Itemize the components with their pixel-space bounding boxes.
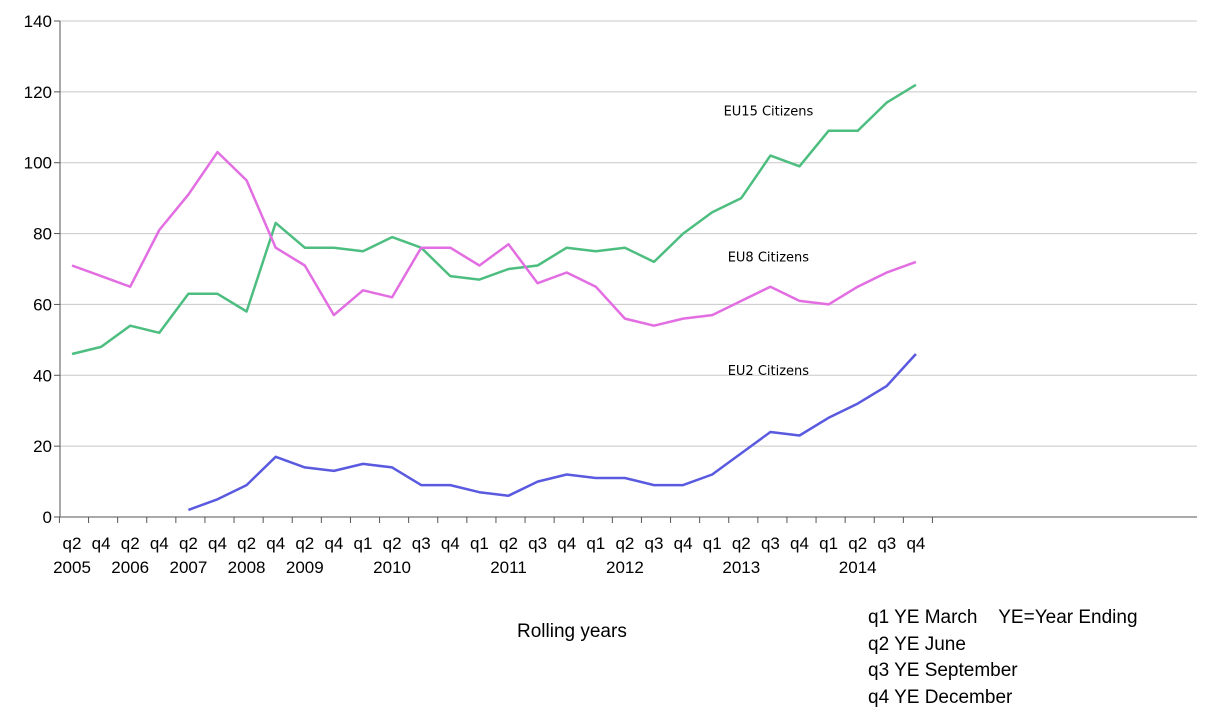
y-tick-label: 120	[24, 83, 52, 102]
legend-note-q3: q3 YE September	[868, 660, 1018, 681]
x-tick-label: q2	[383, 534, 402, 553]
x-tick-label: q4	[906, 534, 925, 553]
x-tick-label: q4	[557, 534, 576, 553]
x-year-label: 2011	[490, 558, 527, 577]
x-tick-label: q2	[295, 534, 314, 553]
x-tick-label: q2	[848, 534, 867, 553]
gridlines	[60, 20, 1197, 447]
series-label-3: EU2 Citizens	[728, 364, 810, 379]
series-label-1: EU15 Citizens	[724, 105, 814, 120]
x-tick-label: q4	[150, 534, 169, 553]
x-tick-label: q4	[266, 534, 285, 553]
series-line-1	[71, 83, 917, 356]
x-tick-label: q4	[324, 534, 343, 553]
x-year-label: 2008	[228, 558, 266, 577]
x-tick-label: q4	[674, 534, 693, 553]
x-tick-label: q2	[179, 534, 198, 553]
x-tick-label: q4	[208, 534, 227, 553]
y-tick-label: 60	[33, 295, 52, 314]
y-tick-label: 100	[24, 154, 52, 173]
x-tick-label: q3	[761, 534, 780, 553]
x-tick-label: q1	[586, 534, 605, 553]
x-year-label: 2009	[286, 558, 324, 577]
series-line-3	[187, 353, 917, 512]
legend-note-q1: q1 YE March YE=Year Ending	[868, 607, 1138, 628]
series-label-2: EU8 Citizens	[728, 251, 810, 266]
x-tick-label: q1	[354, 534, 373, 553]
x-tick-label: q2	[63, 534, 82, 553]
legend-note-q4: q4 YE December	[868, 686, 1013, 708]
y-tick-label: 40	[33, 366, 52, 385]
x-tick-label: q4	[790, 534, 809, 553]
series-labels: EU15 Citizens EU8 Citizens EU2 Citizens	[724, 105, 814, 379]
x-year-label: 2013	[722, 558, 760, 577]
x-tick-label: q2	[615, 534, 634, 553]
y-tick-label: 20	[33, 437, 52, 456]
x-tick-label: q1	[703, 534, 722, 553]
x-year-label: 2010	[373, 558, 411, 577]
x-axis-ticks: q2 q4 q2 q4 q2 q4 q2 q4 q2 q4 q1 q2 q3 q4 q1 q2 q3 q4 q1 q2…	[53, 517, 933, 577]
x-year-label: 2012	[606, 558, 644, 577]
x-axis-title: Rolling years	[517, 621, 627, 642]
x-tick-label: q2	[237, 534, 256, 553]
y-tick-label: 140	[24, 12, 52, 31]
x-year-label: 2005	[53, 558, 91, 577]
y-tick-label: 80	[33, 225, 52, 244]
x-tick-label: q2	[121, 534, 140, 553]
series-lines	[71, 83, 917, 512]
axes	[59, 21, 1197, 518]
y-axis-ticks: 0 20 40 60 80 100 120 140	[24, 12, 60, 527]
series-line-2	[71, 150, 917, 327]
x-tick-label: q2	[499, 534, 518, 553]
x-year-label: 2006	[111, 558, 149, 577]
x-tick-label: q2	[732, 534, 751, 553]
x-tick-label: q4	[441, 534, 460, 553]
x-tick-label: q3	[645, 534, 664, 553]
x-year-label: 2007	[169, 558, 207, 577]
x-tick-label: q1	[819, 534, 838, 553]
x-tick-label: q3	[412, 534, 431, 553]
x-tick-label: q3	[877, 534, 896, 553]
y-tick-label: 0	[43, 508, 52, 527]
x-tick-label: q4	[92, 534, 111, 553]
legend-note-q2: q2 YE June	[868, 633, 966, 655]
x-tick-label: q3	[528, 534, 547, 553]
x-tick-label: q1	[470, 534, 489, 553]
x-year-label: 2014	[839, 558, 877, 577]
quarter-legend-note: q1 YE March YE=Year Ending q2 YE June q3…	[868, 605, 1138, 711]
